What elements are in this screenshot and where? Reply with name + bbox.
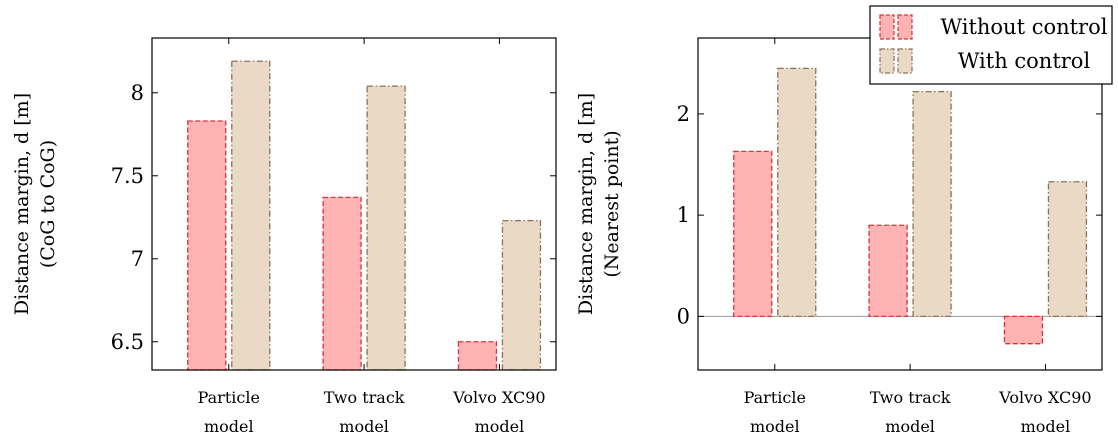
x-tick-label: model <box>204 417 254 436</box>
y-tick-label: 6.5 <box>111 330 144 354</box>
bar-without-control-0 <box>733 150 773 318</box>
x-tick-label: Particle <box>198 388 260 407</box>
y-tick-label: 8 <box>131 81 144 105</box>
bar-without-control-1 <box>322 196 362 371</box>
bar-with-control-0 <box>231 60 271 371</box>
bar-with-control-1 <box>366 85 406 371</box>
y-tick-label: 7 <box>131 247 144 271</box>
bar-with-control-2 <box>501 219 542 371</box>
x-tick-label: model <box>475 417 525 436</box>
legend-label-without-control: Without control <box>941 15 1108 39</box>
y-axis-label: (Nearest point) <box>601 130 623 277</box>
y-tick-label: 1 <box>677 203 690 227</box>
x-tick-label: model <box>750 417 800 436</box>
x-tick-label: model <box>339 417 389 436</box>
y-tick-label: 2 <box>677 102 690 126</box>
y-axis-label: Distance margin, d [m] <box>11 93 33 315</box>
legend-swatch-with-control <box>879 48 895 74</box>
x-tick-label: model <box>1021 417 1071 436</box>
y-axis-label: (CoG to CoG) <box>37 140 59 268</box>
y-axis-label: Distance margin, d [m] <box>575 93 597 315</box>
legend-label-with-control: With control <box>958 49 1091 73</box>
plot-frame <box>151 37 557 371</box>
bar-with-control-0 <box>777 67 817 318</box>
x-tick-label: Volvo XC90 <box>452 388 545 407</box>
y-tick-label: 0 <box>677 304 690 328</box>
legend-swatch-without-control <box>879 14 895 40</box>
bar-without-control-2 <box>1003 315 1044 345</box>
y-tick-label: 7.5 <box>111 164 144 188</box>
bar-without-control-0 <box>187 120 227 371</box>
x-tick-label: Particle <box>744 388 806 407</box>
legend-swatch-without-control <box>897 14 913 40</box>
x-tick-label: Two track <box>870 388 951 407</box>
x-tick-label: Two track <box>324 388 405 407</box>
legend-swatch-with-control <box>897 48 913 74</box>
bar-without-control-2 <box>457 341 498 371</box>
x-tick-label: model <box>885 417 935 436</box>
bar-with-control-2 <box>1047 181 1088 318</box>
bar-with-control-1 <box>912 90 952 318</box>
bar-without-control-1 <box>868 224 908 318</box>
x-tick-label: Volvo XC90 <box>998 388 1091 407</box>
